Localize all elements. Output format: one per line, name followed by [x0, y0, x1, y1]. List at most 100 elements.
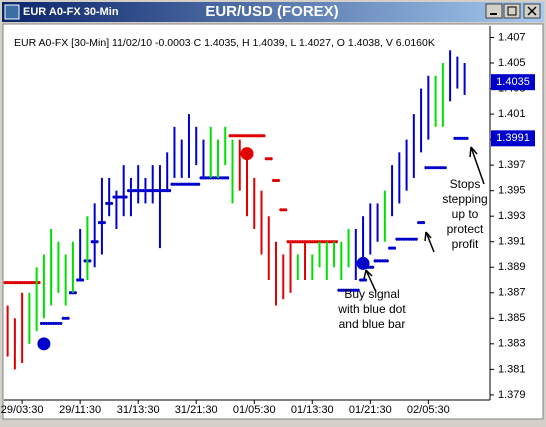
signal-dot — [37, 337, 51, 351]
stop-dot — [385, 259, 389, 263]
stop-dot — [230, 134, 235, 138]
stop-dot — [463, 136, 467, 140]
stop-dot — [308, 240, 312, 244]
stop-dot — [206, 176, 210, 180]
y-tick-label: 1.393 — [498, 210, 526, 222]
stop-dot — [269, 157, 273, 161]
stop-dot — [59, 321, 63, 326]
stop-dot — [155, 189, 160, 193]
stop-dot — [436, 166, 440, 170]
stop-dot — [414, 237, 418, 241]
maximize-button[interactable] — [503, 3, 521, 19]
stop-dot — [438, 166, 443, 170]
stop-dot — [284, 208, 288, 212]
stop-dot — [172, 182, 177, 186]
signal-dot — [240, 147, 254, 161]
stop-dot — [73, 291, 77, 295]
stop-dot — [117, 195, 121, 199]
stop-dot — [458, 136, 462, 140]
stop-dot — [180, 182, 184, 186]
stop-dot — [226, 176, 230, 180]
stop-dot — [443, 166, 447, 170]
stop-dot — [397, 237, 401, 241]
stop-dot — [346, 288, 351, 292]
stop-dot — [233, 134, 237, 138]
stop-dot — [368, 265, 372, 269]
y-tick-label: 1.397 — [498, 159, 526, 171]
y-tick-label: 1.381 — [498, 363, 526, 375]
window-buttons[interactable] — [485, 3, 541, 19]
stop-dot — [213, 176, 218, 180]
x-tick-label: 01/13:30 — [291, 404, 334, 416]
annotation: and blue bar — [339, 317, 406, 331]
stop-dot — [56, 321, 61, 326]
stop-dot — [168, 189, 172, 193]
y-tick-label: 1.407 — [498, 31, 526, 43]
stop-dot — [51, 321, 56, 326]
x-tick-label: 01/21:30 — [349, 404, 392, 416]
stop-dot — [218, 176, 222, 180]
stop-dot — [3, 280, 7, 285]
stop-dot — [433, 166, 438, 170]
stop-dot — [388, 246, 392, 250]
stop-dot — [286, 240, 290, 244]
stop-dot — [327, 240, 331, 244]
stop-dot — [76, 278, 80, 282]
stop-dot — [371, 265, 375, 269]
stop-dot — [238, 134, 242, 138]
stop-dot — [197, 182, 201, 186]
stop-dot — [49, 321, 53, 326]
stop-dot — [342, 288, 346, 292]
stop-dot — [124, 195, 128, 199]
title-bar — [2, 2, 544, 22]
stop-dot — [184, 182, 189, 186]
price-label: 1.4035 — [496, 76, 530, 88]
window-icon — [4, 4, 20, 20]
stop-dot — [199, 176, 203, 180]
y-tick-label: 1.405 — [498, 57, 526, 69]
stop-dot — [363, 278, 368, 282]
stop-dot — [409, 237, 414, 241]
stop-dot — [20, 280, 24, 285]
stop-dot — [296, 240, 300, 244]
price-label-box — [491, 130, 535, 147]
stop-dot — [119, 195, 123, 199]
minimize-button[interactable] — [485, 3, 503, 19]
stop-dot — [272, 178, 276, 183]
stop-dot — [83, 259, 87, 263]
stop-dot — [255, 134, 259, 138]
stop-dot — [320, 240, 324, 244]
y-tick-label: 1.395 — [498, 185, 526, 197]
stop-dot — [356, 288, 360, 292]
chart-area — [2, 23, 544, 420]
annotation-arrow — [469, 146, 485, 185]
stop-dot — [8, 280, 12, 285]
stop-dot — [424, 166, 428, 170]
stop-dot — [313, 240, 317, 244]
price-label: 1.3991 — [496, 132, 530, 144]
stop-dot — [134, 189, 138, 193]
stop-dot — [32, 280, 36, 285]
stop-dot — [426, 166, 430, 170]
stop-dot — [30, 280, 34, 285]
annotation: stepping — [442, 192, 487, 206]
stop-dot — [359, 278, 363, 282]
stop-dot — [441, 166, 445, 170]
stop-dot — [402, 237, 406, 241]
info-line: EUR A0-FX [30-Min] 11/02/10 -0.0003 C 1.… — [14, 37, 435, 49]
stop-dot — [97, 220, 102, 225]
stop-dot — [407, 237, 411, 241]
stop-dot — [13, 280, 17, 285]
annotation: with blue dot — [337, 302, 406, 316]
signal-dot — [356, 256, 370, 270]
stop-dot — [126, 189, 131, 193]
stop-dot — [301, 240, 305, 244]
stop-dot — [412, 237, 416, 241]
stop-dot — [146, 189, 150, 193]
stop-dot — [305, 240, 310, 244]
stop-dot — [223, 176, 227, 180]
stop-dot — [109, 201, 114, 206]
stop-dot — [189, 182, 193, 186]
stop-dot — [334, 240, 339, 244]
annotation-arrow — [424, 231, 435, 253]
